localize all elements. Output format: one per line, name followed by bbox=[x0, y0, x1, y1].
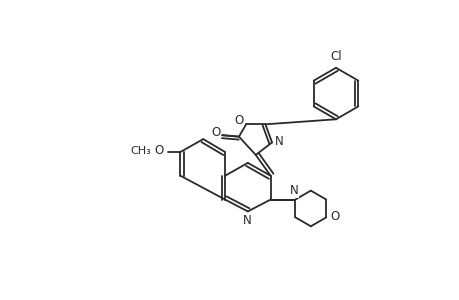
Text: CH₃: CH₃ bbox=[130, 146, 151, 156]
Text: O: O bbox=[234, 114, 243, 127]
Text: N: N bbox=[242, 214, 251, 227]
Text: Cl: Cl bbox=[330, 50, 341, 63]
Text: O: O bbox=[154, 145, 163, 158]
Text: O: O bbox=[211, 126, 220, 139]
Text: N: N bbox=[289, 184, 298, 197]
Text: O: O bbox=[330, 210, 339, 223]
Text: N: N bbox=[274, 135, 283, 148]
